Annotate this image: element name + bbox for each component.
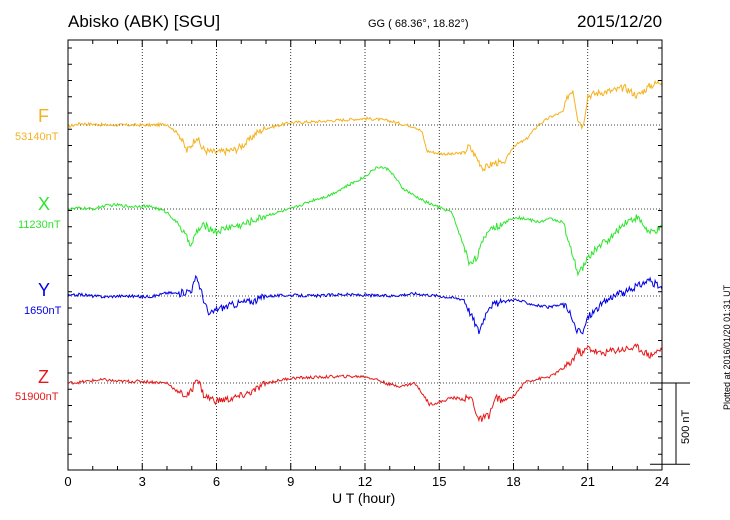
baseline-label-x: 11230nT <box>18 219 61 231</box>
x-tick-label: 9 <box>287 474 294 489</box>
x-tick-label: 15 <box>432 474 446 489</box>
x-tick-label: 21 <box>581 474 595 489</box>
x-tick-label: 6 <box>213 474 220 489</box>
baseline-label-y: 1650nT <box>24 305 62 317</box>
series-label-x: X <box>38 194 51 214</box>
plot-frame <box>67 39 663 471</box>
series-line-z <box>67 343 663 423</box>
x-tick-label: 12 <box>358 474 372 489</box>
series-label-f: F <box>38 106 49 126</box>
x-tick-label: 0 <box>64 474 71 489</box>
x-tick-label: 18 <box>506 474 520 489</box>
series-line-f <box>67 79 663 172</box>
series-line-x <box>67 165 663 277</box>
x-tick-label: 24 <box>655 474 669 489</box>
station-coordinates: GG ( 68.36°, 18.82°) <box>368 18 469 30</box>
series-label-z: Z <box>38 367 49 387</box>
chart-title: Abisko (ABK) [SGU] <box>68 12 221 31</box>
x-tick-label: 3 <box>139 474 146 489</box>
series-label-y: Y <box>38 280 51 300</box>
x-axis-label: U T (hour) <box>332 490 396 506</box>
baseline-label-f: 53140nT <box>15 131 59 143</box>
series-line-y <box>67 274 663 335</box>
chart-date: 2015/12/20 <box>577 12 663 31</box>
baseline-label-z: 51900nT <box>15 391 59 403</box>
